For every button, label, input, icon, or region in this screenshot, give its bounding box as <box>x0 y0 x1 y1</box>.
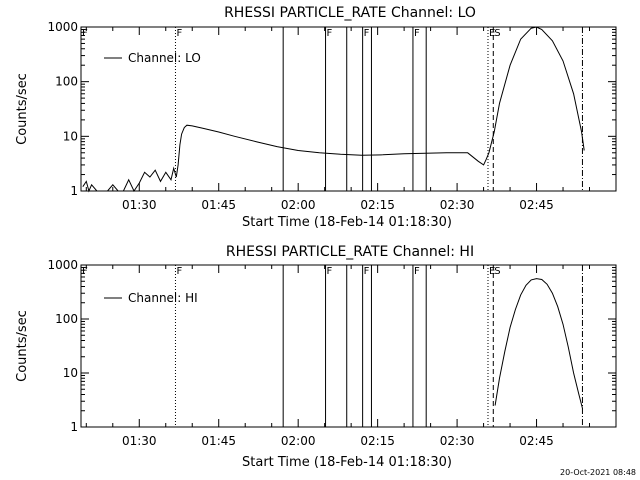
left-edge-marker: F <box>82 28 88 39</box>
event-marker-label: E <box>489 28 495 39</box>
x-tick-label: 01:30 <box>122 434 157 448</box>
lo-axis-ticks <box>81 27 617 192</box>
y-tick-label: 1 <box>70 420 78 434</box>
hi-plot-frame <box>80 264 617 428</box>
event-marker-label: F <box>414 266 420 277</box>
hi-event-lines: F F F F ES F <box>82 265 583 427</box>
event-marker-label: F <box>327 28 333 39</box>
event-marker-label: S <box>494 28 500 39</box>
hi-y-tick-labels: 1 10 100 1000 <box>47 258 78 434</box>
hi-axis-ticks <box>81 265 617 428</box>
x-tick-label: 02:45 <box>519 198 554 212</box>
x-tick-label: 02:45 <box>519 434 554 448</box>
hi-x-tick-labels: 01:30 01:45 02:00 02:15 02:30 02:45 <box>122 434 554 448</box>
lo-event-lines: F F F F ES F <box>82 27 583 191</box>
y-tick-label: 100 <box>55 75 78 89</box>
x-tick-label: 02:15 <box>360 434 395 448</box>
lo-y-tick-labels: 1 10 100 1000 <box>47 20 78 198</box>
x-tick-label: 02:00 <box>281 198 316 212</box>
x-tick-label: 02:15 <box>360 198 395 212</box>
hi-x-axis-label: Start Time (18-Feb-14 01:18:30) <box>242 455 452 470</box>
event-marker-label: F <box>414 28 420 39</box>
x-tick-label: 01:30 <box>122 198 157 212</box>
hi-legend-label: Channel: HI <box>128 291 198 305</box>
hi-chart-title: RHESSI PARTICLE_RATE Channel: HI <box>226 244 474 260</box>
event-marker-label: F <box>176 266 182 277</box>
lo-plot-frame <box>80 26 617 192</box>
x-tick-label: 01:45 <box>201 434 236 448</box>
event-marker-label: F <box>364 266 370 277</box>
x-tick-label: 02:30 <box>440 198 475 212</box>
lo-channel-panel: RHESSI PARTICLE_RATE Channel: LO F F F F ESF… <box>15 5 617 230</box>
event-marker-label: S <box>494 266 500 277</box>
event-marker-label: F <box>364 28 370 39</box>
left-edge-marker: F <box>82 266 88 277</box>
footer-timestamp: 20-Oct-2021 08:48 <box>560 468 636 477</box>
y-tick-label: 1000 <box>47 20 78 34</box>
x-tick-label: 02:30 <box>440 434 475 448</box>
event-marker-label: F <box>327 266 333 277</box>
y-tick-label: 1 <box>70 184 78 198</box>
y-tick-label: 100 <box>55 312 78 326</box>
event-marker-label: F <box>176 28 182 39</box>
lo-y-axis-label: Counts/sec <box>15 73 30 145</box>
lo-series-line <box>82 26 585 193</box>
hi-channel-panel: RHESSI PARTICLE_RATE Channel: HI F F F F ESF… <box>15 244 617 470</box>
x-tick-label: 01:45 <box>201 198 236 212</box>
lo-x-axis-label: Start Time (18-Feb-14 01:18:30) <box>242 215 452 230</box>
x-tick-label: 02:00 <box>281 434 316 448</box>
y-tick-label: 1000 <box>47 258 78 272</box>
y-tick-label: 10 <box>63 129 78 143</box>
y-tick-label: 10 <box>63 366 78 380</box>
hi-y-axis-label: Counts/sec <box>15 310 30 382</box>
lo-x-tick-labels: 01:30 01:45 02:00 02:15 02:30 02:45 <box>122 198 554 212</box>
hi-series-line <box>494 278 583 409</box>
event-marker-label: E <box>489 266 495 277</box>
lo-chart-title: RHESSI PARTICLE_RATE Channel: LO <box>224 5 476 21</box>
lo-legend-label: Channel: LO <box>128 51 201 65</box>
